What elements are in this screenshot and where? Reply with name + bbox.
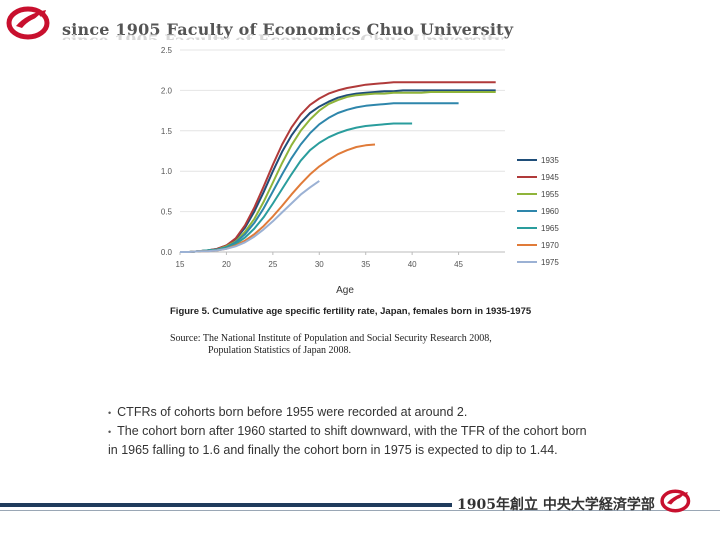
legend-label: 1960 bbox=[541, 207, 559, 216]
series-line-1965 bbox=[180, 122, 413, 253]
fertility-line-chart: 0.00.51.01.52.02.5 15 20 25 30 35 40 45 193519… bbox=[161, 46, 559, 296]
series-line-1960 bbox=[180, 102, 459, 253]
chuo-logo-icon bbox=[6, 6, 50, 40]
x-tick-label: 15 bbox=[176, 260, 185, 269]
bullet-icon: • bbox=[108, 408, 112, 418]
series-line-1945 bbox=[180, 81, 496, 253]
footer-bar bbox=[0, 503, 452, 507]
y-tick-label: 2.0 bbox=[161, 86, 173, 95]
y-tick-label: 1.5 bbox=[161, 127, 173, 136]
source-line-2: Population Statistics of Japan 2008. bbox=[208, 345, 352, 356]
y-tick-label: 0.5 bbox=[161, 208, 173, 217]
legend-label: 1945 bbox=[541, 173, 559, 182]
legend-label: 1975 bbox=[541, 258, 559, 267]
series-line-1955 bbox=[180, 91, 496, 253]
x-axis-label: Age bbox=[336, 285, 354, 296]
x-tick-label: 40 bbox=[408, 260, 417, 269]
legend-label: 1970 bbox=[541, 241, 559, 250]
y-axis-ticks: 0.0 0.5 1.0 1.5 2.0 2.5 bbox=[161, 46, 173, 257]
legend-label: 1955 bbox=[541, 190, 559, 199]
chart-legend: 1935 1945 1955 1960 1965 1970 1975 bbox=[517, 156, 559, 267]
legend-label: 1935 bbox=[541, 156, 559, 165]
y-tick-label: 1.0 bbox=[161, 167, 173, 176]
header-title-reflection: since 1905 Faculty of Economics Chuo Uni… bbox=[62, 31, 504, 40]
x-tick-label: 20 bbox=[222, 260, 231, 269]
y-tick-label: 0.0 bbox=[161, 248, 173, 257]
y-tick-label: 2.5 bbox=[161, 46, 173, 55]
series-line-1975 bbox=[180, 180, 320, 253]
source-line-1: Source: The National Institute of Popula… bbox=[170, 333, 492, 344]
header-title: since 1905 Faculty of Economics Chuo Uni… bbox=[62, 20, 514, 39]
bullet-icon: • bbox=[108, 427, 112, 437]
chuo-footer-logo-icon bbox=[660, 489, 691, 513]
figure-source: Source: The National Institute of Popula… bbox=[170, 333, 492, 357]
series-lines bbox=[180, 81, 496, 253]
x-tick-label: 30 bbox=[315, 260, 324, 269]
header-title-reflection-text: since 1905 Faculty of Economics Chuo Uni… bbox=[62, 31, 504, 40]
bullet-item: • CTFRs of cohorts born before 1955 were … bbox=[108, 403, 588, 422]
x-axis-ticks: 15 20 25 30 35 40 45 bbox=[176, 252, 464, 269]
x-tick-label: 45 bbox=[454, 260, 463, 269]
legend-label: 1965 bbox=[541, 224, 559, 233]
x-tick-label: 35 bbox=[361, 260, 370, 269]
bullet-item: • The cohort born after 1960 started to s… bbox=[108, 422, 588, 459]
bullet-list: • CTFRs of cohorts born before 1955 were … bbox=[108, 403, 588, 459]
footer-divider bbox=[0, 510, 720, 511]
bullet-text: CTFRs of cohorts born before 1955 were r… bbox=[117, 405, 468, 419]
bullet-text: The cohort born after 1960 started to sh… bbox=[108, 424, 587, 457]
footer-text: 1905年創立 中央大学経済学部 bbox=[457, 497, 655, 513]
x-tick-label: 25 bbox=[268, 260, 277, 269]
figure-caption: Figure 5. Cumulative age specific fertil… bbox=[170, 306, 532, 317]
